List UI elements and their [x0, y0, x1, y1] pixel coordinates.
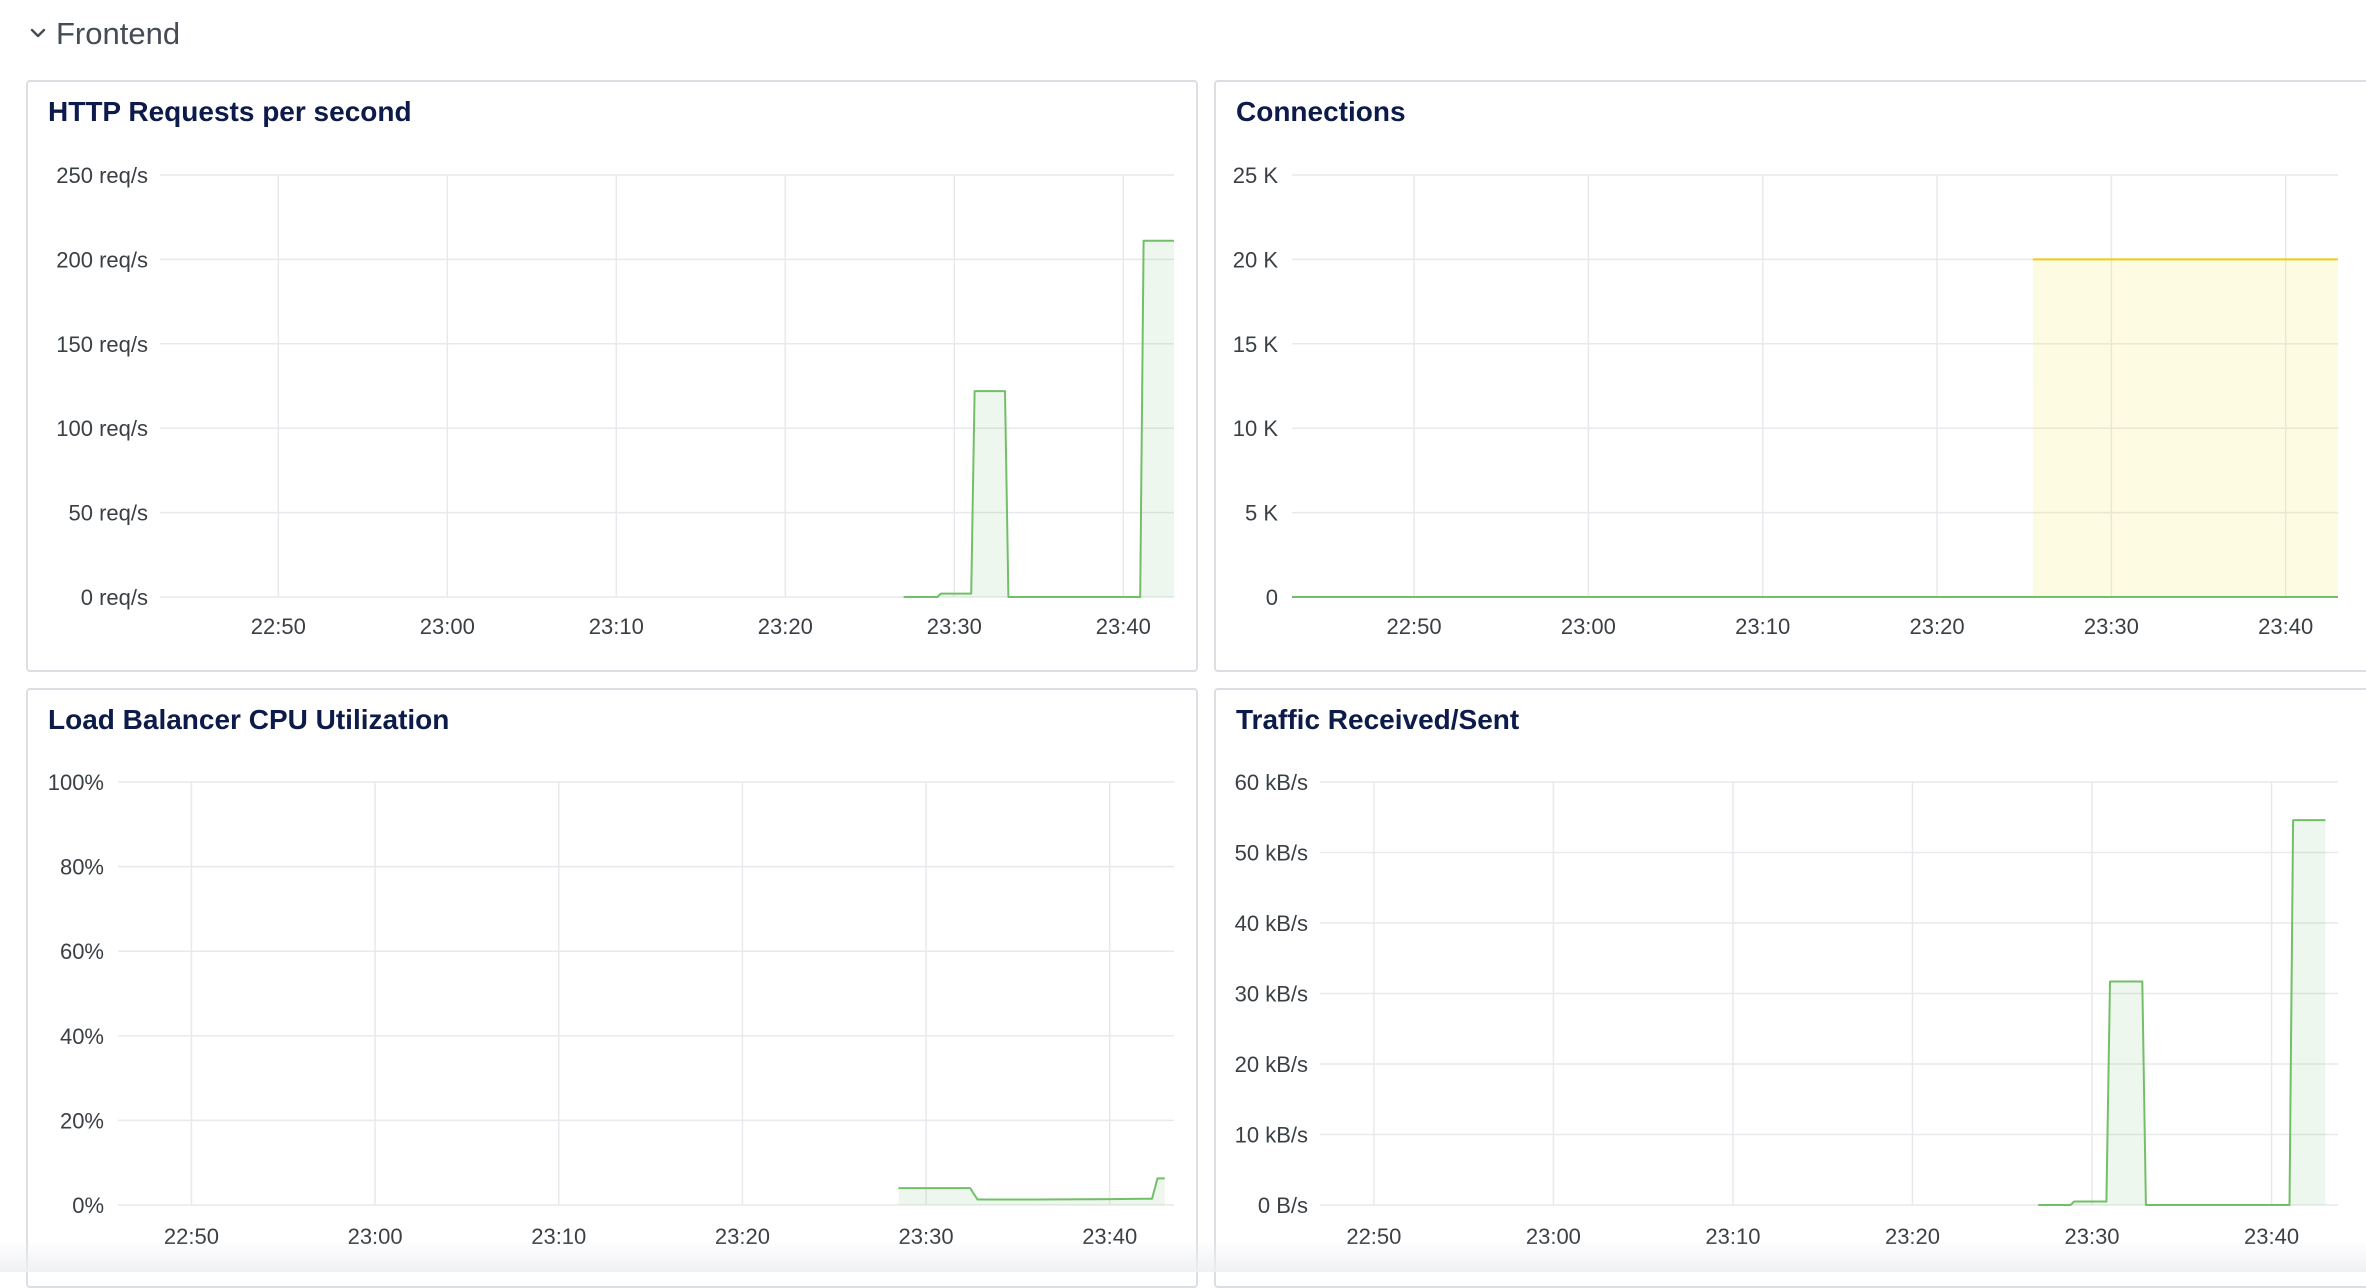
row-title: Frontend: [56, 16, 181, 51]
y-tick-label: 100 req/s: [56, 416, 148, 441]
panel-load-balancer-cpu[interactable]: Load Balancer CPU Utilization 100% 80% 60%…: [26, 688, 1198, 1288]
y-tick-label: 40 kB/s: [1235, 911, 1308, 936]
row-header-frontend[interactable]: Frontend: [30, 12, 180, 56]
x-tick-label: 23:00: [1526, 1224, 1581, 1249]
series-line: [903, 239, 1174, 598]
x-tick-label: 23:20: [1885, 1224, 1940, 1249]
x-tick-label: 23:30: [2064, 1224, 2119, 1249]
panel-title[interactable]: HTTP Requests per second: [48, 96, 412, 127]
x-tick-label: 23:30: [927, 614, 982, 639]
x-tick-label: 22:50: [251, 614, 306, 639]
y-tick-label: 100%: [48, 770, 104, 795]
x-tick-label: 23:10: [531, 1224, 586, 1249]
y-tick-label: 150 req/s: [56, 332, 148, 357]
x-tick-label: 23:40: [1096, 614, 1151, 639]
x-tick-label: 23:00: [420, 614, 475, 639]
panel-traffic[interactable]: Traffic Received/Sent 60 kB/s 50 kB/s 40 k…: [1214, 688, 2366, 1288]
series-area: [898, 1178, 1165, 1205]
connections-chart: 25 K 20 K 15 K 10 K 5 K 0 22:50 23:00 23:10 23:20…: [1233, 163, 2338, 639]
y-tick-label: 25 K: [1233, 163, 1279, 188]
series-area: [2032, 259, 2338, 597]
y-tick-label: 30 kB/s: [1235, 982, 1308, 1007]
x-tick-label: 23:40: [1082, 1224, 1137, 1249]
x-tick-label: 23:10: [1705, 1224, 1760, 1249]
grid: [118, 781, 1174, 1206]
panel-title[interactable]: Load Balancer CPU Utilization: [48, 704, 450, 735]
y-tick-label: 20%: [60, 1108, 104, 1133]
x-tick-label: 22:50: [1387, 614, 1442, 639]
y-tick-label: 15 K: [1233, 332, 1279, 357]
y-tick-label: 10 kB/s: [1235, 1123, 1308, 1148]
y-tick-label: 40%: [60, 1024, 104, 1049]
y-tick-label: 200 req/s: [56, 247, 148, 272]
grid: [1320, 781, 2338, 1206]
y-tick-label: 20 kB/s: [1235, 1052, 1308, 1077]
y-tick-label: 80%: [60, 855, 104, 880]
x-tick-label: 23:40: [2258, 614, 2313, 639]
series-area: [903, 240, 1174, 598]
y-tick-label: 60%: [60, 939, 104, 964]
x-tick-label: 23:00: [348, 1224, 403, 1249]
x-tick-label: 23:00: [1561, 614, 1616, 639]
y-tick-label: 10 K: [1233, 416, 1279, 441]
panel-title[interactable]: Traffic Received/Sent: [1236, 704, 1520, 735]
series-line: [2038, 819, 2326, 1206]
y-tick-label: 5 K: [1245, 501, 1278, 526]
series-area: [2038, 820, 2326, 1205]
panel-connections[interactable]: Connections 25 K 20 K 15 K 10 K 5 K 0 22:50 23:…: [1214, 80, 2366, 672]
y-tick-label: 0 B/s: [1258, 1193, 1308, 1218]
traffic-chart: 60 kB/s 50 kB/s 40 kB/s 30 kB/s 20 kB/s 10 kB…: [1235, 770, 2338, 1249]
y-tick-label: 50 kB/s: [1235, 841, 1308, 866]
x-tick-label: 23:10: [589, 614, 644, 639]
x-tick-label: 23:40: [2244, 1224, 2299, 1249]
grid: [160, 174, 1174, 598]
y-tick-label: 60 kB/s: [1235, 770, 1308, 795]
x-tick-label: 22:50: [164, 1224, 219, 1249]
y-tick-label: 250 req/s: [56, 163, 148, 188]
x-tick-label: 23:20: [1910, 614, 1965, 639]
cpu-utilization-chart: 100% 80% 60% 40% 20% 0% 22:50 23:00 23:10 23:20 23…: [48, 770, 1174, 1249]
y-tick-label: 0 req/s: [81, 585, 148, 610]
x-tick-label: 23:10: [1735, 614, 1790, 639]
x-tick-label: 23:20: [758, 614, 813, 639]
x-tick-label: 23:30: [899, 1224, 954, 1249]
y-tick-label: 0: [1266, 585, 1278, 610]
chevron-down-icon[interactable]: [30, 23, 46, 43]
x-tick-label: 23:30: [2084, 614, 2139, 639]
y-tick-label: 0%: [72, 1193, 104, 1218]
y-tick-label: 50 req/s: [69, 501, 149, 526]
panel-title[interactable]: Connections: [1236, 96, 1406, 127]
x-tick-label: 22:50: [1346, 1224, 1401, 1249]
http-requests-chart: 250 req/s 200 req/s 150 req/s 100 req/s 50 r…: [56, 163, 1174, 639]
series-line: [898, 1177, 1165, 1201]
panel-http-requests[interactable]: HTTP Requests per second 250 req/s 200 re…: [26, 80, 1198, 672]
x-tick-label: 23:20: [715, 1224, 770, 1249]
y-tick-label: 20 K: [1233, 247, 1279, 272]
